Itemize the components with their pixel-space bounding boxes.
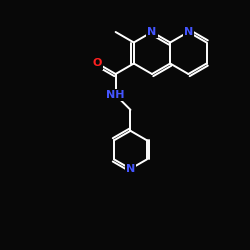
Text: N: N: [126, 164, 135, 174]
Text: NH: NH: [106, 90, 125, 100]
Text: N: N: [184, 27, 193, 37]
Text: N: N: [148, 27, 156, 37]
Text: O: O: [93, 58, 102, 68]
